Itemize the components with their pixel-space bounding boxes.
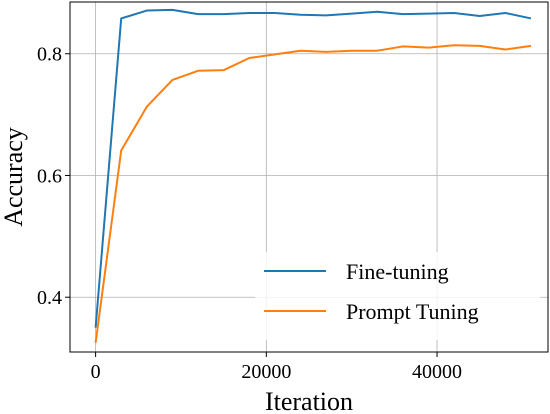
x-tick-label: 0	[91, 361, 101, 383]
y-tick-label: 0.4	[37, 287, 62, 309]
series-lines	[94, 8, 532, 344]
y-axis-label: Accuracy	[0, 127, 28, 227]
legend: Fine-tuning Prompt Tuning	[255, 252, 540, 340]
x-tick-label: 20000	[241, 361, 291, 383]
y-tick-label: 0.6	[37, 165, 62, 187]
axis-ticks: 0 20000 40000 0.4 0.6 0.8	[37, 44, 462, 383]
legend-box	[255, 252, 540, 340]
plot-frame	[69, 1, 549, 353]
x-axis-label: Iteration	[265, 387, 353, 414]
legend-label: Prompt Tuning	[346, 299, 479, 324]
series-line-fine-tuning	[94, 8, 532, 328]
series-line-prompt-tuning	[94, 44, 532, 344]
y-tick-label: 0.8	[37, 44, 62, 66]
x-tick-label: 40000	[412, 361, 462, 383]
legend-label: Fine-tuning	[346, 259, 449, 284]
